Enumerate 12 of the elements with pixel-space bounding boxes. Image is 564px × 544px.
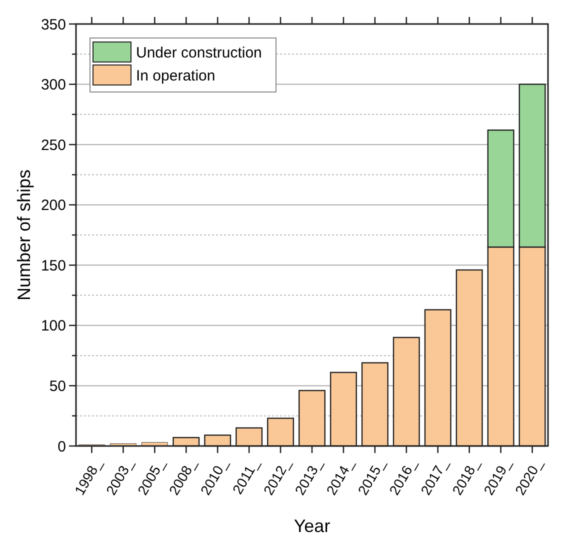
legend-label: Under construction [136,44,262,62]
y-axis-title: Number of ships [14,169,34,301]
y-tick-label: 100 [40,318,66,335]
y-tick-label: 150 [40,257,66,274]
y-tick-label: 350 [40,16,66,34]
y-tick-label: 250 [40,136,66,154]
y-tick-label: 50 [49,378,66,395]
y-tick-label: 300 [40,76,66,94]
legend-label: In operation [136,67,216,84]
y-tick-label: 0 [58,438,66,456]
x-axis-title: Year [294,516,330,536]
y-tick-label: 200 [40,197,66,214]
